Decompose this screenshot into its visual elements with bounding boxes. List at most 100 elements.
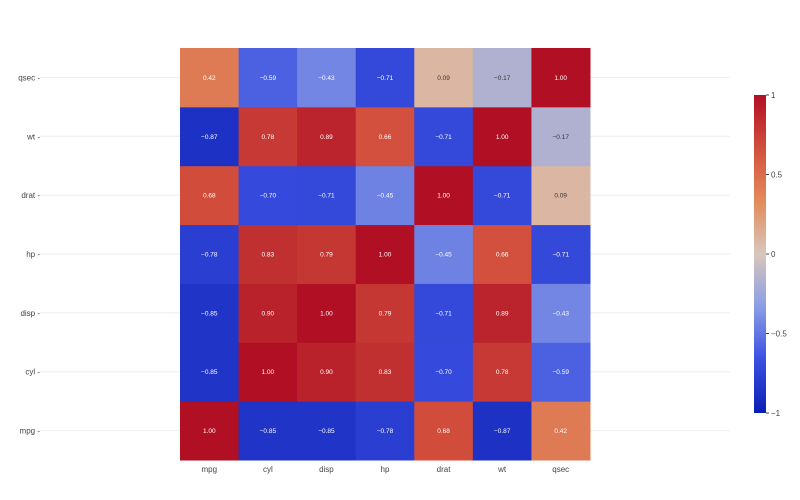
- cell-wt-cyl: [238, 106, 298, 167]
- cell-qsec-qsec: [531, 48, 591, 108]
- heatmap-cell-labels: 1.00 −0.85 −0.85 −0.78 0.68 −0.87 0.42 −0.85 1.0…: [201, 75, 569, 435]
- cell-mpg-disp: [297, 401, 357, 461]
- cell-label-mpg-hp: −0.78: [377, 428, 394, 435]
- cell-label-mpg-drat: 0.68: [437, 428, 450, 435]
- colorbar-tick-label: 0: [771, 250, 776, 259]
- cell-mpg-mpg: [180, 401, 240, 461]
- cell-cyl-cyl: [238, 342, 298, 402]
- cell-label-wt-qsec: −0.17: [552, 134, 569, 141]
- cell-disp-mpg: [180, 283, 240, 343]
- cell-wt-hp: [355, 106, 415, 167]
- cell-label-hp-hp: 1.00: [379, 252, 392, 259]
- cell-mpg-hp: [355, 401, 415, 461]
- cell-hp-hp: [355, 224, 415, 284]
- cell-label-hp-qsec: −0.71: [552, 252, 569, 259]
- cell-label-drat-qsec: 0.09: [554, 193, 567, 200]
- cell-label-mpg-mpg: 1.00: [203, 428, 216, 435]
- cell-drat-cyl: [238, 165, 298, 226]
- cell-hp-qsec: [531, 224, 591, 284]
- cell-label-qsec-wt: −0.17: [494, 75, 511, 82]
- x-tick-hp: hp: [381, 465, 390, 474]
- cell-label-qsec-disp: −0.43: [318, 75, 335, 82]
- cell-drat-qsec: [531, 165, 591, 226]
- cell-cyl-wt: [472, 342, 532, 402]
- y-tick-qsec: qsec -: [18, 73, 40, 82]
- y-tick-disp: disp -: [20, 309, 40, 318]
- cell-label-disp-mpg: −0.85: [201, 310, 218, 317]
- cell-cyl-hp: [355, 342, 415, 402]
- cell-mpg-qsec: [531, 401, 591, 461]
- cell-cyl-drat: [414, 342, 474, 402]
- y-tick-wt: wt -: [26, 132, 40, 141]
- cell-qsec-hp: [355, 48, 415, 108]
- cell-hp-mpg: [180, 224, 240, 284]
- cell-label-qsec-drat: 0.09: [437, 75, 450, 82]
- cell-disp-disp: [297, 283, 357, 343]
- x-tick-qsec: qsec: [552, 465, 569, 474]
- cell-label-drat-wt: −0.71: [494, 193, 511, 200]
- colorbar-tick-label: 1: [771, 91, 776, 100]
- cell-drat-hp: [355, 165, 415, 226]
- cell-qsec-cyl: [238, 48, 298, 108]
- cell-disp-hp: [355, 283, 415, 343]
- x-tick-wt: wt: [497, 465, 507, 474]
- colorbar-bar: [754, 95, 766, 413]
- cell-drat-mpg: [180, 165, 240, 226]
- cell-mpg-cyl: [238, 401, 298, 461]
- cell-hp-disp: [297, 224, 357, 284]
- cell-cyl-disp: [297, 342, 357, 402]
- cell-label-qsec-qsec: 1.00: [554, 75, 567, 82]
- cell-cyl-mpg: [180, 342, 240, 402]
- x-tick-drat: drat: [437, 465, 452, 474]
- colorbar-tick-label: −1: [771, 409, 781, 418]
- heatmap-cells: [180, 48, 591, 461]
- cell-label-mpg-disp: −0.85: [318, 428, 335, 435]
- cell-wt-disp: [297, 106, 357, 167]
- cell-label-mpg-cyl: −0.85: [260, 428, 277, 435]
- cell-label-drat-hp: −0.45: [377, 193, 394, 200]
- cell-qsec-drat: [414, 48, 474, 108]
- cell-label-wt-wt: 1.00: [496, 134, 509, 141]
- cell-label-hp-wt: 0.66: [496, 252, 509, 259]
- x-tick-disp: disp: [319, 465, 334, 474]
- cell-label-cyl-mpg: −0.85: [201, 369, 218, 376]
- cell-label-qsec-mpg: 0.42: [203, 75, 216, 82]
- cell-disp-cyl: [238, 283, 298, 343]
- x-axis-tick-labels: mpg cyl disp hp drat wt qsec: [202, 465, 570, 474]
- cell-qsec-mpg: [180, 48, 240, 108]
- cell-label-disp-cyl: 0.90: [262, 310, 275, 317]
- cell-hp-drat: [414, 224, 474, 284]
- cell-disp-drat: [414, 283, 474, 343]
- cell-label-drat-mpg: 0.68: [203, 193, 216, 200]
- cell-label-wt-mpg: −0.87: [201, 134, 218, 141]
- cell-label-mpg-wt: −0.87: [494, 428, 511, 435]
- x-tick-mpg: mpg: [202, 465, 218, 474]
- cell-label-wt-cyl: 0.78: [262, 134, 275, 141]
- cell-label-cyl-disp: 0.90: [320, 369, 333, 376]
- cell-wt-mpg: [180, 106, 240, 167]
- cell-cyl-qsec: [531, 342, 591, 402]
- cell-label-hp-disp: 0.79: [320, 252, 333, 259]
- cell-label-hp-drat: −0.45: [435, 252, 452, 259]
- cell-hp-cyl: [238, 224, 298, 284]
- cell-wt-drat: [414, 106, 474, 167]
- cell-label-drat-cyl: −0.70: [260, 193, 277, 200]
- cell-hp-wt: [472, 224, 532, 284]
- cell-label-disp-hp: 0.79: [379, 310, 392, 317]
- colorbar-tick-label: −0.5: [771, 330, 787, 339]
- cell-label-wt-disp: 0.89: [320, 134, 333, 141]
- cell-mpg-wt: [472, 401, 532, 461]
- cell-wt-wt: [472, 106, 532, 167]
- cell-label-wt-drat: −0.71: [435, 134, 452, 141]
- cell-label-cyl-drat: −0.70: [435, 369, 452, 376]
- cell-label-cyl-wt: 0.78: [496, 369, 509, 376]
- cell-drat-disp: [297, 165, 357, 226]
- cell-label-mpg-qsec: 0.42: [554, 428, 567, 435]
- cell-label-disp-qsec: −0.43: [552, 310, 569, 317]
- cell-mpg-drat: [414, 401, 474, 461]
- colorbar: 1 0.5 0 −0.5 −1: [754, 91, 787, 418]
- cell-label-disp-disp: 1.00: [320, 310, 333, 317]
- y-tick-cyl: cyl -: [25, 368, 40, 377]
- cell-label-qsec-hp: −0.71: [377, 75, 394, 82]
- cell-label-qsec-cyl: −0.59: [260, 75, 277, 82]
